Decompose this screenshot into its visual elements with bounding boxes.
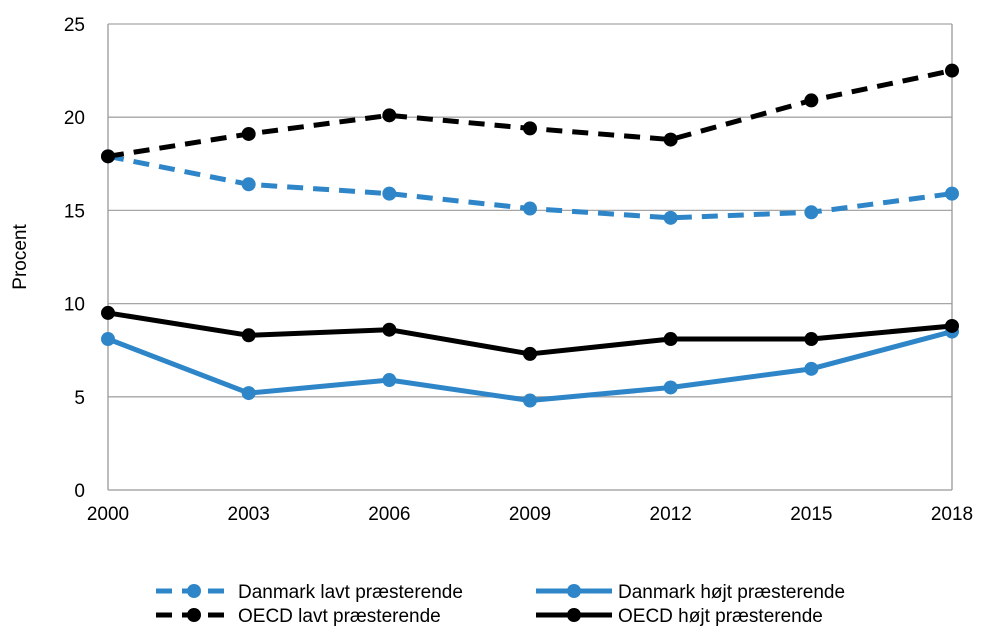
data-point (945, 187, 959, 201)
series-lines (101, 64, 959, 408)
series-group (101, 306, 959, 361)
data-point (242, 177, 256, 191)
legend: Danmark lavt præsterende Danmark højt præ… (156, 582, 845, 627)
data-point (523, 202, 537, 216)
data-point (804, 205, 818, 219)
series-line (108, 332, 952, 401)
legend-item: Danmark højt præsterende (536, 582, 845, 603)
data-point (523, 121, 537, 135)
y-tick-label: 25 (64, 15, 85, 36)
data-point (664, 133, 678, 147)
data-point (664, 332, 678, 346)
series-group (101, 64, 959, 164)
data-point (804, 93, 818, 107)
legend-swatch-marker (567, 584, 581, 598)
data-point (523, 394, 537, 408)
y-tick-label: 10 (64, 295, 85, 316)
y-tick-label: 15 (64, 201, 85, 222)
data-point (945, 64, 959, 78)
x-tick-label: 2012 (650, 504, 692, 525)
legend-label: OECD højt præsterende (618, 606, 823, 627)
legend-item: OECD højt præsterende (536, 606, 823, 627)
data-point (242, 127, 256, 141)
y-tick-label: 20 (64, 108, 85, 129)
data-point (242, 386, 256, 400)
legend-swatch-marker (187, 608, 201, 622)
data-point (382, 323, 396, 337)
gridlines (108, 24, 952, 490)
data-point (101, 332, 115, 346)
data-point (664, 380, 678, 394)
x-axis-ticks: 2000 2003 2006 2009 2012 2015 2018 (87, 504, 973, 525)
legend-label: OECD lavt præsterende (238, 606, 441, 627)
x-tick-label: 2018 (931, 504, 973, 525)
legend-swatch-marker (567, 608, 581, 622)
data-point (945, 319, 959, 333)
data-point (382, 108, 396, 122)
x-tick-label: 2000 (87, 504, 129, 525)
data-point (382, 187, 396, 201)
legend-label: Danmark lavt præsterende (238, 582, 463, 603)
x-tick-label: 2015 (790, 504, 832, 525)
legend-swatch-marker (187, 584, 201, 598)
series-group (101, 149, 959, 225)
y-tick-label: 5 (74, 388, 85, 409)
legend-item: OECD lavt præsterende (156, 606, 441, 627)
data-point (101, 149, 115, 163)
y-tick-label: 0 (74, 481, 85, 502)
data-point (804, 332, 818, 346)
data-point (101, 306, 115, 320)
data-point (242, 328, 256, 342)
data-point (664, 211, 678, 225)
data-point (382, 373, 396, 387)
legend-item: Danmark lavt præsterende (156, 582, 463, 603)
x-tick-label: 2006 (368, 504, 410, 525)
x-tick-label: 2009 (509, 504, 551, 525)
data-point (804, 362, 818, 376)
series-line (108, 71, 952, 157)
data-point (523, 347, 537, 361)
x-tick-label: 2003 (228, 504, 270, 525)
legend-label: Danmark højt præsterende (618, 582, 845, 603)
y-axis-ticks: 0 5 10 15 20 25 (64, 15, 85, 502)
y-axis-title: Procent (10, 224, 31, 290)
